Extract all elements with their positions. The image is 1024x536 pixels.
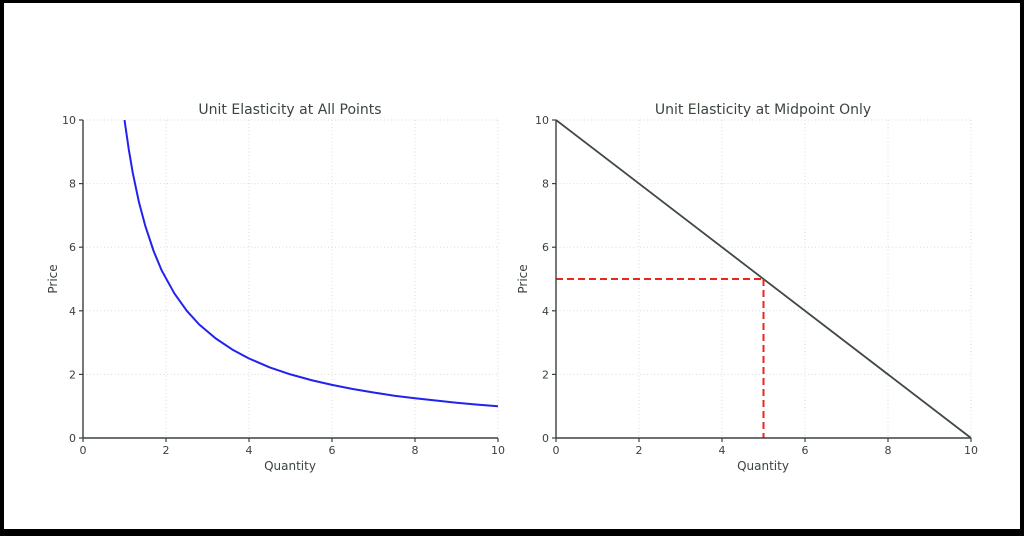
y-tick-label: 2 — [69, 368, 76, 381]
x-tick-label: 0 — [553, 444, 560, 457]
chart-unit-elasticity-midpoint-only: 0 2 4 6 8 10 0 2 4 6 8 10 Unit Elasticity at Midpoi… — [516, 102, 978, 473]
x-tick-label: 10 — [491, 444, 505, 457]
y-tick-label: 0 — [542, 432, 549, 445]
y-tick-label: 10 — [535, 114, 549, 127]
x-tick-label: 2 — [163, 444, 170, 457]
series-line-unit-elastic-demand-curve-p-10-q — [123, 119, 499, 408]
left-plot-area: 0 2 4 6 8 10 0 2 4 6 8 10 — [62, 114, 505, 457]
right-chart-y-axis-label: Price — [516, 264, 530, 293]
left-chart-title: Unit Elasticity at All Points — [198, 102, 381, 118]
x-tick-label: 6 — [329, 444, 336, 457]
y-tick-label: 6 — [542, 241, 549, 254]
y-tick-label: 6 — [69, 241, 76, 254]
y-tick-label: 8 — [542, 178, 549, 191]
x-tick-label: 6 — [802, 444, 809, 457]
right-chart-title: Unit Elasticity at Midpoint Only — [655, 102, 871, 118]
left-chart-x-axis-label: Quantity — [264, 459, 316, 473]
x-tick-label: 0 — [80, 444, 87, 457]
x-tick-label: 8 — [412, 444, 419, 457]
right-plot-area: 0 2 4 6 8 10 0 2 4 6 8 10 — [535, 114, 978, 457]
y-tick-label: 10 — [62, 114, 76, 127]
y-tick-label: 8 — [69, 178, 76, 191]
y-tick-label: 0 — [69, 432, 76, 445]
right-chart-x-axis-label: Quantity — [737, 459, 789, 473]
y-tick-label: 2 — [542, 368, 549, 381]
left-chart-y-axis-label: Price — [46, 264, 60, 293]
x-tick-label: 4 — [246, 444, 253, 457]
x-tick-label: 10 — [964, 444, 978, 457]
x-tick-label: 8 — [885, 444, 892, 457]
y-tick-label: 4 — [69, 305, 76, 318]
x-tick-label: 2 — [636, 444, 643, 457]
chart-unit-elasticity-all-points: 0 2 4 6 8 10 0 2 4 6 8 10 Unit Elasticity at All Po… — [46, 102, 505, 473]
x-tick-label: 4 — [719, 444, 726, 457]
y-tick-label: 4 — [542, 305, 549, 318]
